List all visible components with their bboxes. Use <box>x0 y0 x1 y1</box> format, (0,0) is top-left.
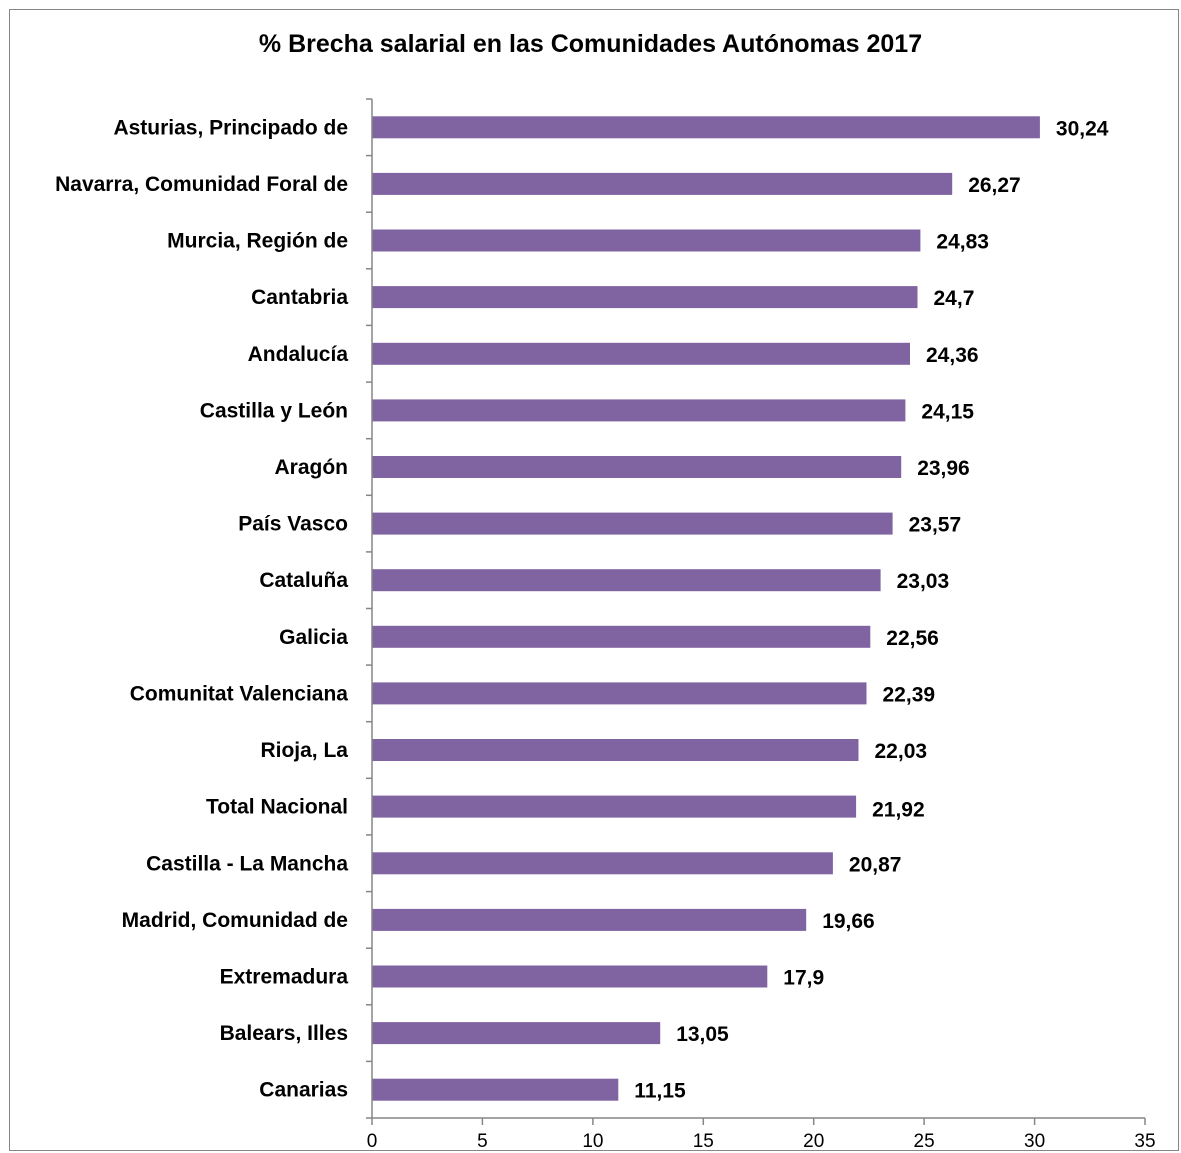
category-label: Castilla - La Mancha <box>146 852 348 875</box>
x-tick-label: 10 <box>582 1131 603 1152</box>
category-label: Canarias <box>259 1079 348 1102</box>
category-label: Asturias, Principado de <box>113 116 348 139</box>
x-tick-label: 35 <box>1134 1131 1155 1152</box>
data-label: 24,83 <box>936 231 989 254</box>
bar <box>372 229 921 252</box>
x-tick-label: 0 <box>367 1131 378 1152</box>
data-label: 22,39 <box>883 683 936 706</box>
category-label: Madrid, Comunidad de <box>122 909 348 932</box>
bar <box>372 682 867 705</box>
bar <box>372 116 1040 139</box>
bar <box>372 1022 661 1045</box>
data-label: 23,96 <box>917 457 970 480</box>
bar <box>372 795 857 818</box>
bar <box>372 739 859 761</box>
category-label: Extremadura <box>220 966 349 989</box>
data-label: 24,7 <box>934 287 975 310</box>
data-label: 22,03 <box>875 740 928 763</box>
chart-title: % Brecha salarial en las Comunidades Aut… <box>258 30 923 58</box>
data-label: 20,87 <box>849 853 902 876</box>
category-label: Comunitat Valenciana <box>130 682 349 705</box>
x-tick-label: 20 <box>803 1131 824 1152</box>
category-label: Total Nacional <box>206 796 348 819</box>
data-label: 19,66 <box>822 910 875 933</box>
data-label: 24,15 <box>921 400 974 423</box>
data-label: 23,03 <box>897 570 950 593</box>
bar <box>372 399 906 422</box>
x-tick-label: 5 <box>477 1131 488 1152</box>
bar <box>372 965 768 988</box>
data-label: 11,15 <box>634 1080 686 1103</box>
x-tick-label: 25 <box>914 1131 935 1152</box>
category-label: Balears, Illes <box>220 1022 348 1045</box>
bar <box>372 908 807 931</box>
category-label: Murcia, Región de <box>167 230 348 253</box>
bar <box>372 625 871 648</box>
data-label: 24,36 <box>926 344 979 367</box>
data-label: 23,57 <box>909 514 962 537</box>
bar <box>372 569 881 592</box>
x-tick-label: 30 <box>1024 1131 1045 1152</box>
category-label: Galicia <box>279 626 348 649</box>
category-label: Navarra, Comunidad Foral de <box>55 173 348 196</box>
data-label: 21,92 <box>872 799 925 822</box>
data-label: 30,24 <box>1056 117 1109 140</box>
data-label: 22,56 <box>886 627 939 650</box>
category-label: Andalucía <box>248 343 349 366</box>
category-label: Cataluña <box>259 569 348 592</box>
category-label: Rioja, La <box>260 739 348 762</box>
category-label: Castilla y León <box>200 399 348 422</box>
x-tick-label: 15 <box>693 1131 714 1152</box>
bar <box>372 342 910 365</box>
bar <box>372 512 893 535</box>
bar <box>372 456 902 478</box>
category-label: Aragón <box>275 456 349 479</box>
data-label: 17,9 <box>783 967 824 990</box>
bar <box>372 1078 619 1101</box>
category-label: País Vasco <box>238 513 348 536</box>
bar <box>372 172 953 195</box>
bar <box>372 286 918 309</box>
data-label: 26,27 <box>968 174 1021 197</box>
bar <box>372 852 833 875</box>
data-label: 13,05 <box>676 1023 729 1046</box>
category-label: Cantabria <box>251 286 348 309</box>
